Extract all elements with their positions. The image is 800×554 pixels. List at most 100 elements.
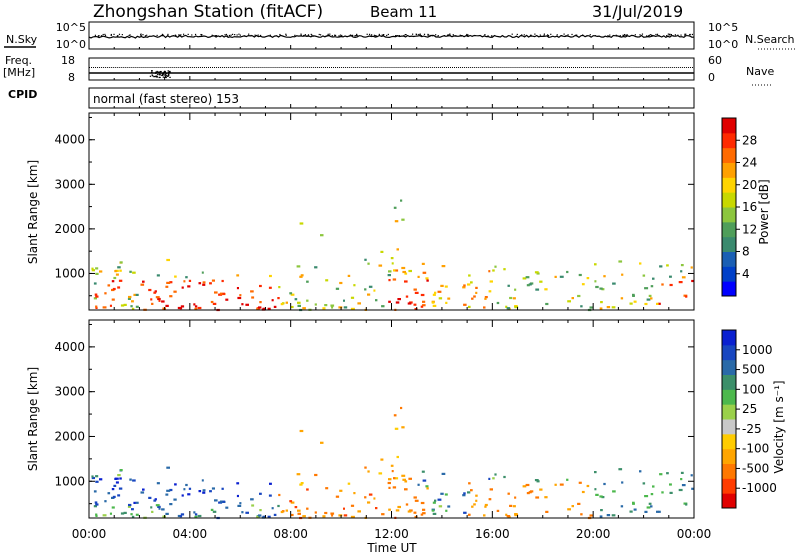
echo-cell — [285, 509, 288, 512]
echo-cell — [559, 275, 564, 278]
nave-dot — [169, 76, 171, 78]
nave-dot — [550, 67, 552, 68]
colorbar-tick-label: 8 — [742, 245, 750, 259]
nave-dot — [425, 67, 427, 68]
echo-cell — [402, 270, 406, 274]
freq-tick-high: 18 — [61, 54, 75, 67]
echo-cell — [236, 287, 239, 290]
echo-cell — [422, 304, 426, 307]
echo-cell — [512, 505, 516, 508]
nsearch-dot — [351, 34, 353, 36]
nave-dot — [216, 67, 218, 68]
nsearch-dot — [178, 34, 180, 36]
echo-cell — [367, 470, 370, 473]
echo-cell — [669, 483, 672, 486]
echo-cell — [644, 510, 648, 513]
nave-dot — [518, 67, 520, 68]
colorbar-swatch — [722, 404, 736, 420]
nsearch-dot — [224, 34, 226, 36]
echo-cell — [407, 510, 412, 513]
colorbar-swatch — [722, 281, 736, 297]
echo-cell — [113, 484, 117, 487]
echo-cell — [222, 500, 225, 503]
nsearch-dot — [404, 34, 406, 36]
echo-cell — [401, 266, 406, 270]
nave-dot — [310, 67, 312, 68]
nave-dot — [195, 67, 197, 68]
echo-cell — [194, 515, 198, 518]
nave-dot — [328, 67, 330, 68]
echo-cell — [599, 515, 603, 518]
echo-cell — [259, 509, 262, 512]
echo-cell — [273, 305, 277, 308]
echo-cell — [554, 275, 557, 278]
nave-dot — [166, 75, 169, 77]
nsearch-dot — [511, 33, 513, 35]
echo-cell — [180, 305, 185, 308]
echo-cell — [394, 477, 399, 480]
nsearch-dot — [303, 35, 305, 37]
echo-cell — [267, 307, 271, 310]
nsearch-dot — [187, 33, 189, 36]
echo-cell — [375, 507, 378, 510]
nave-dot — [514, 67, 516, 68]
echo-cell — [488, 477, 491, 480]
nave-dot — [585, 67, 587, 68]
nsearch-dot — [656, 33, 659, 35]
echo-cell — [364, 288, 367, 291]
echo-cell — [612, 490, 616, 493]
echo-cell — [209, 282, 212, 285]
echo-cell — [237, 296, 242, 300]
nave-dot — [258, 67, 260, 68]
nsearch-dot — [449, 33, 451, 35]
nave-dot — [381, 67, 383, 68]
nave-dot — [199, 67, 201, 68]
echo-cell — [339, 489, 343, 492]
nave-dot — [276, 67, 278, 68]
nave-dot — [391, 67, 393, 68]
nsearch-dot — [460, 35, 462, 37]
colorbar-swatch — [722, 177, 736, 193]
echo-cell — [678, 488, 683, 492]
echo-cell — [571, 505, 574, 508]
nsearch-dot — [484, 34, 486, 36]
nave-dot — [129, 67, 131, 68]
colorbar-swatch — [722, 359, 736, 375]
echo-cell — [194, 513, 198, 516]
nsearch-dot — [418, 33, 420, 36]
echo-cell — [473, 295, 476, 298]
nave-dot — [564, 67, 566, 68]
echo-cell — [113, 276, 117, 280]
echo-cell — [388, 300, 391, 303]
echo-cell — [594, 488, 597, 491]
nsky-tick-low: 10^0 — [56, 38, 86, 51]
echo-cell — [236, 274, 240, 277]
nave-dot — [355, 67, 357, 68]
nave-dot — [151, 71, 153, 74]
nave-dot — [147, 67, 149, 68]
echo-cell — [440, 492, 444, 495]
echo-cell — [595, 493, 599, 496]
nave-dot — [210, 67, 211, 68]
echo-cell — [422, 271, 427, 274]
echo-cell — [299, 429, 304, 433]
echo-cell — [397, 298, 401, 301]
echo-cell — [603, 275, 606, 278]
echo-cell — [633, 300, 637, 303]
nsearch-dot — [285, 34, 287, 36]
echo-cell — [621, 273, 624, 276]
nave-dot — [673, 67, 675, 68]
power-colorbar-label: Power [dB] — [757, 179, 771, 244]
nsearch-dot — [236, 34, 238, 36]
echo-cell — [153, 499, 157, 502]
echo-cell — [331, 514, 334, 517]
echo-cell — [197, 514, 202, 518]
nave-dot — [318, 67, 320, 68]
nave-dot — [234, 67, 236, 68]
nave-dot — [445, 67, 447, 68]
echo-cell — [618, 260, 623, 263]
nave-dot — [520, 67, 522, 68]
nave-dot — [476, 67, 478, 68]
nsearch-dot — [180, 34, 182, 36]
echo-cell — [211, 279, 215, 282]
